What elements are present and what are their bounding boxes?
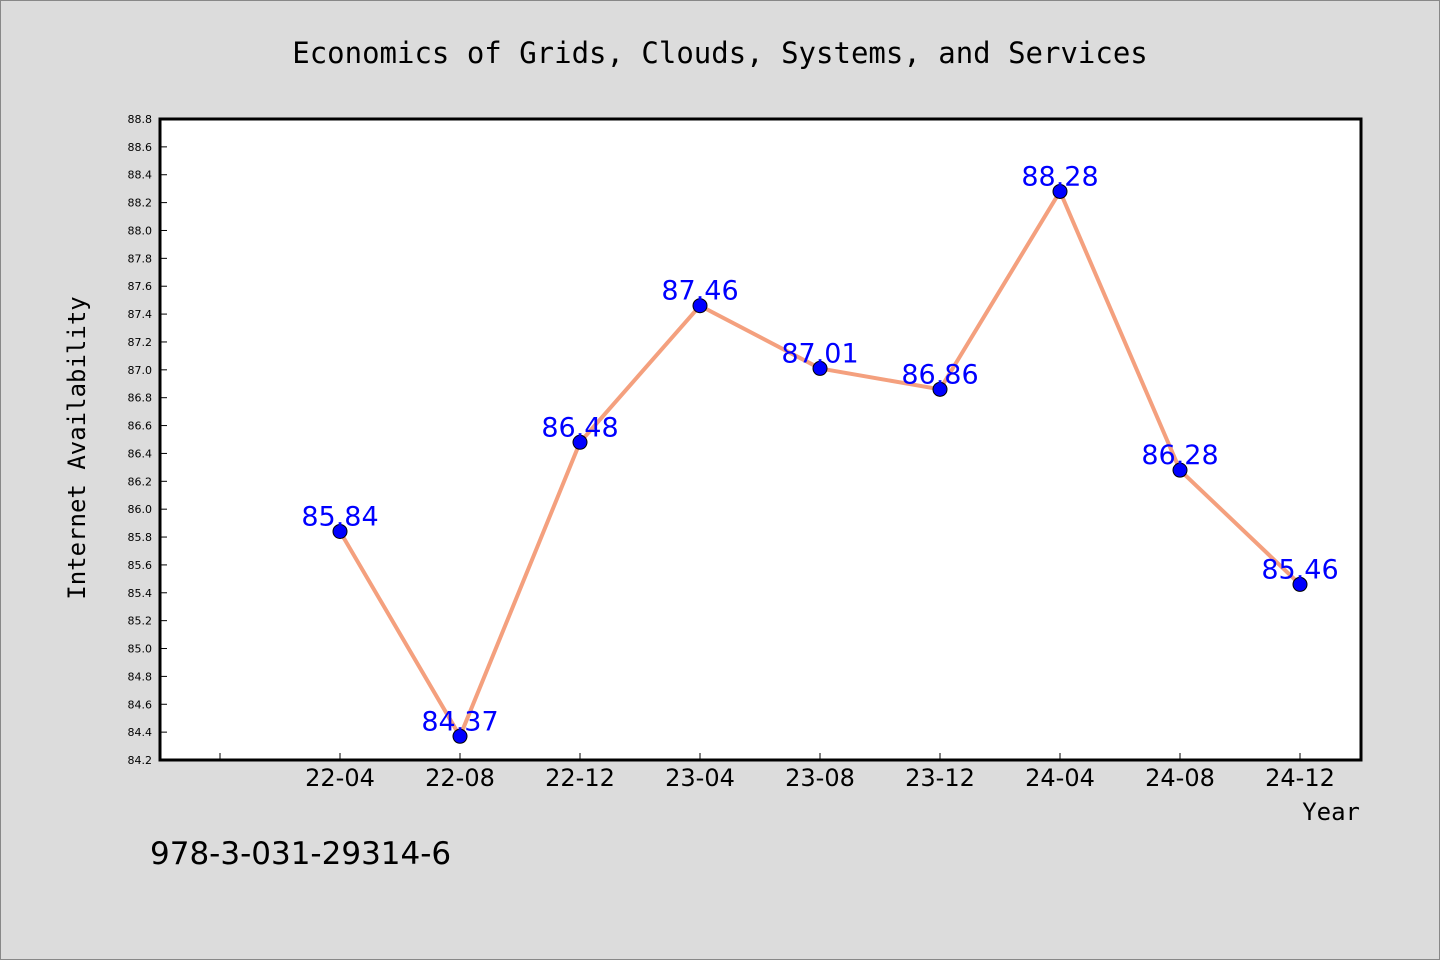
y-tick-label: 85.2 [128, 615, 153, 628]
data-point [452, 728, 468, 744]
y-tick-label: 84.4 [128, 726, 153, 739]
x-tick-label: 24-12 [1265, 764, 1335, 792]
y-tick-label: 87.6 [128, 280, 153, 293]
x-tick-label: 22-12 [545, 764, 615, 792]
x-tick-label: 24-04 [1025, 764, 1095, 792]
data-point [692, 298, 708, 314]
data-point [1052, 183, 1068, 199]
data-label: 88.28 [1021, 161, 1098, 192]
data-point [932, 381, 948, 397]
y-tick-label: 85.0 [128, 643, 153, 656]
y-tick-label: 84.8 [128, 670, 153, 683]
y-tick-label: 85.6 [128, 559, 153, 572]
data-label: 87.46 [661, 276, 738, 307]
chart-title: Economics of Grids, Clouds, Systems, and… [292, 36, 1148, 70]
data-point [1172, 462, 1188, 478]
y-tick-label: 86.0 [128, 503, 153, 516]
data-label: 85.46 [1261, 554, 1338, 585]
y-tick-label: 88.2 [128, 197, 153, 210]
data-label: 87.01 [781, 338, 858, 369]
x-tick-label: 23-12 [905, 764, 975, 792]
y-tick-label: 87.2 [128, 336, 153, 349]
data-label: 86.48 [541, 412, 618, 443]
y-tick-label: 84.6 [128, 698, 153, 711]
data-point [812, 360, 828, 376]
data-label: 84.37 [421, 706, 498, 737]
x-tick-label: 24-08 [1145, 764, 1215, 792]
y-tick-label: 87.0 [128, 364, 153, 377]
x-tick-label: 23-04 [665, 764, 735, 792]
x-tick-label: 22-08 [425, 764, 495, 792]
data-point [1292, 576, 1308, 592]
x-tick-label: 22-04 [305, 764, 375, 792]
y-tick-label: 84.2 [128, 754, 153, 767]
x-axis-label: Year [1302, 798, 1360, 826]
data-label: 85.84 [301, 501, 378, 532]
data-point [332, 523, 348, 539]
plot-area [158, 117, 1363, 762]
data-label: 86.86 [901, 359, 978, 390]
y-tick-label: 88.0 [128, 224, 153, 237]
y-tick-label: 85.4 [128, 587, 153, 600]
y-tick-label: 87.4 [128, 308, 153, 321]
y-axis: 84.2 84.4 84.6 84.8 85.0 85.2 85.4 85.6 85.8 86.0… [128, 113, 167, 767]
y-tick-label: 86.8 [128, 392, 153, 405]
x-tick-label: 23-08 [785, 764, 855, 792]
y-tick-label: 86.6 [128, 420, 153, 433]
data-series: 85.84 84.37 86.48 87.46 87.01 86.86 88.28 86.28… [301, 161, 1339, 744]
y-tick-label: 86.4 [128, 447, 153, 460]
x-axis: 22-04 22-08 22-12 23-04 23-08 23-12 24-04 24-08… [219, 753, 1335, 792]
data-label: 86.28 [1141, 440, 1218, 471]
y-tick-label: 86.2 [128, 475, 153, 488]
data-point [572, 434, 588, 450]
y-tick-label: 85.8 [128, 531, 153, 544]
y-tick-label: 88.4 [128, 169, 153, 182]
y-axis-label: Internet Availability [63, 296, 91, 599]
y-tick-label: 88.8 [128, 113, 153, 126]
y-tick-label: 87.8 [128, 252, 153, 265]
isbn-text: 978-3-031-29314-6 [150, 836, 451, 872]
y-tick-label: 88.6 [128, 141, 153, 154]
